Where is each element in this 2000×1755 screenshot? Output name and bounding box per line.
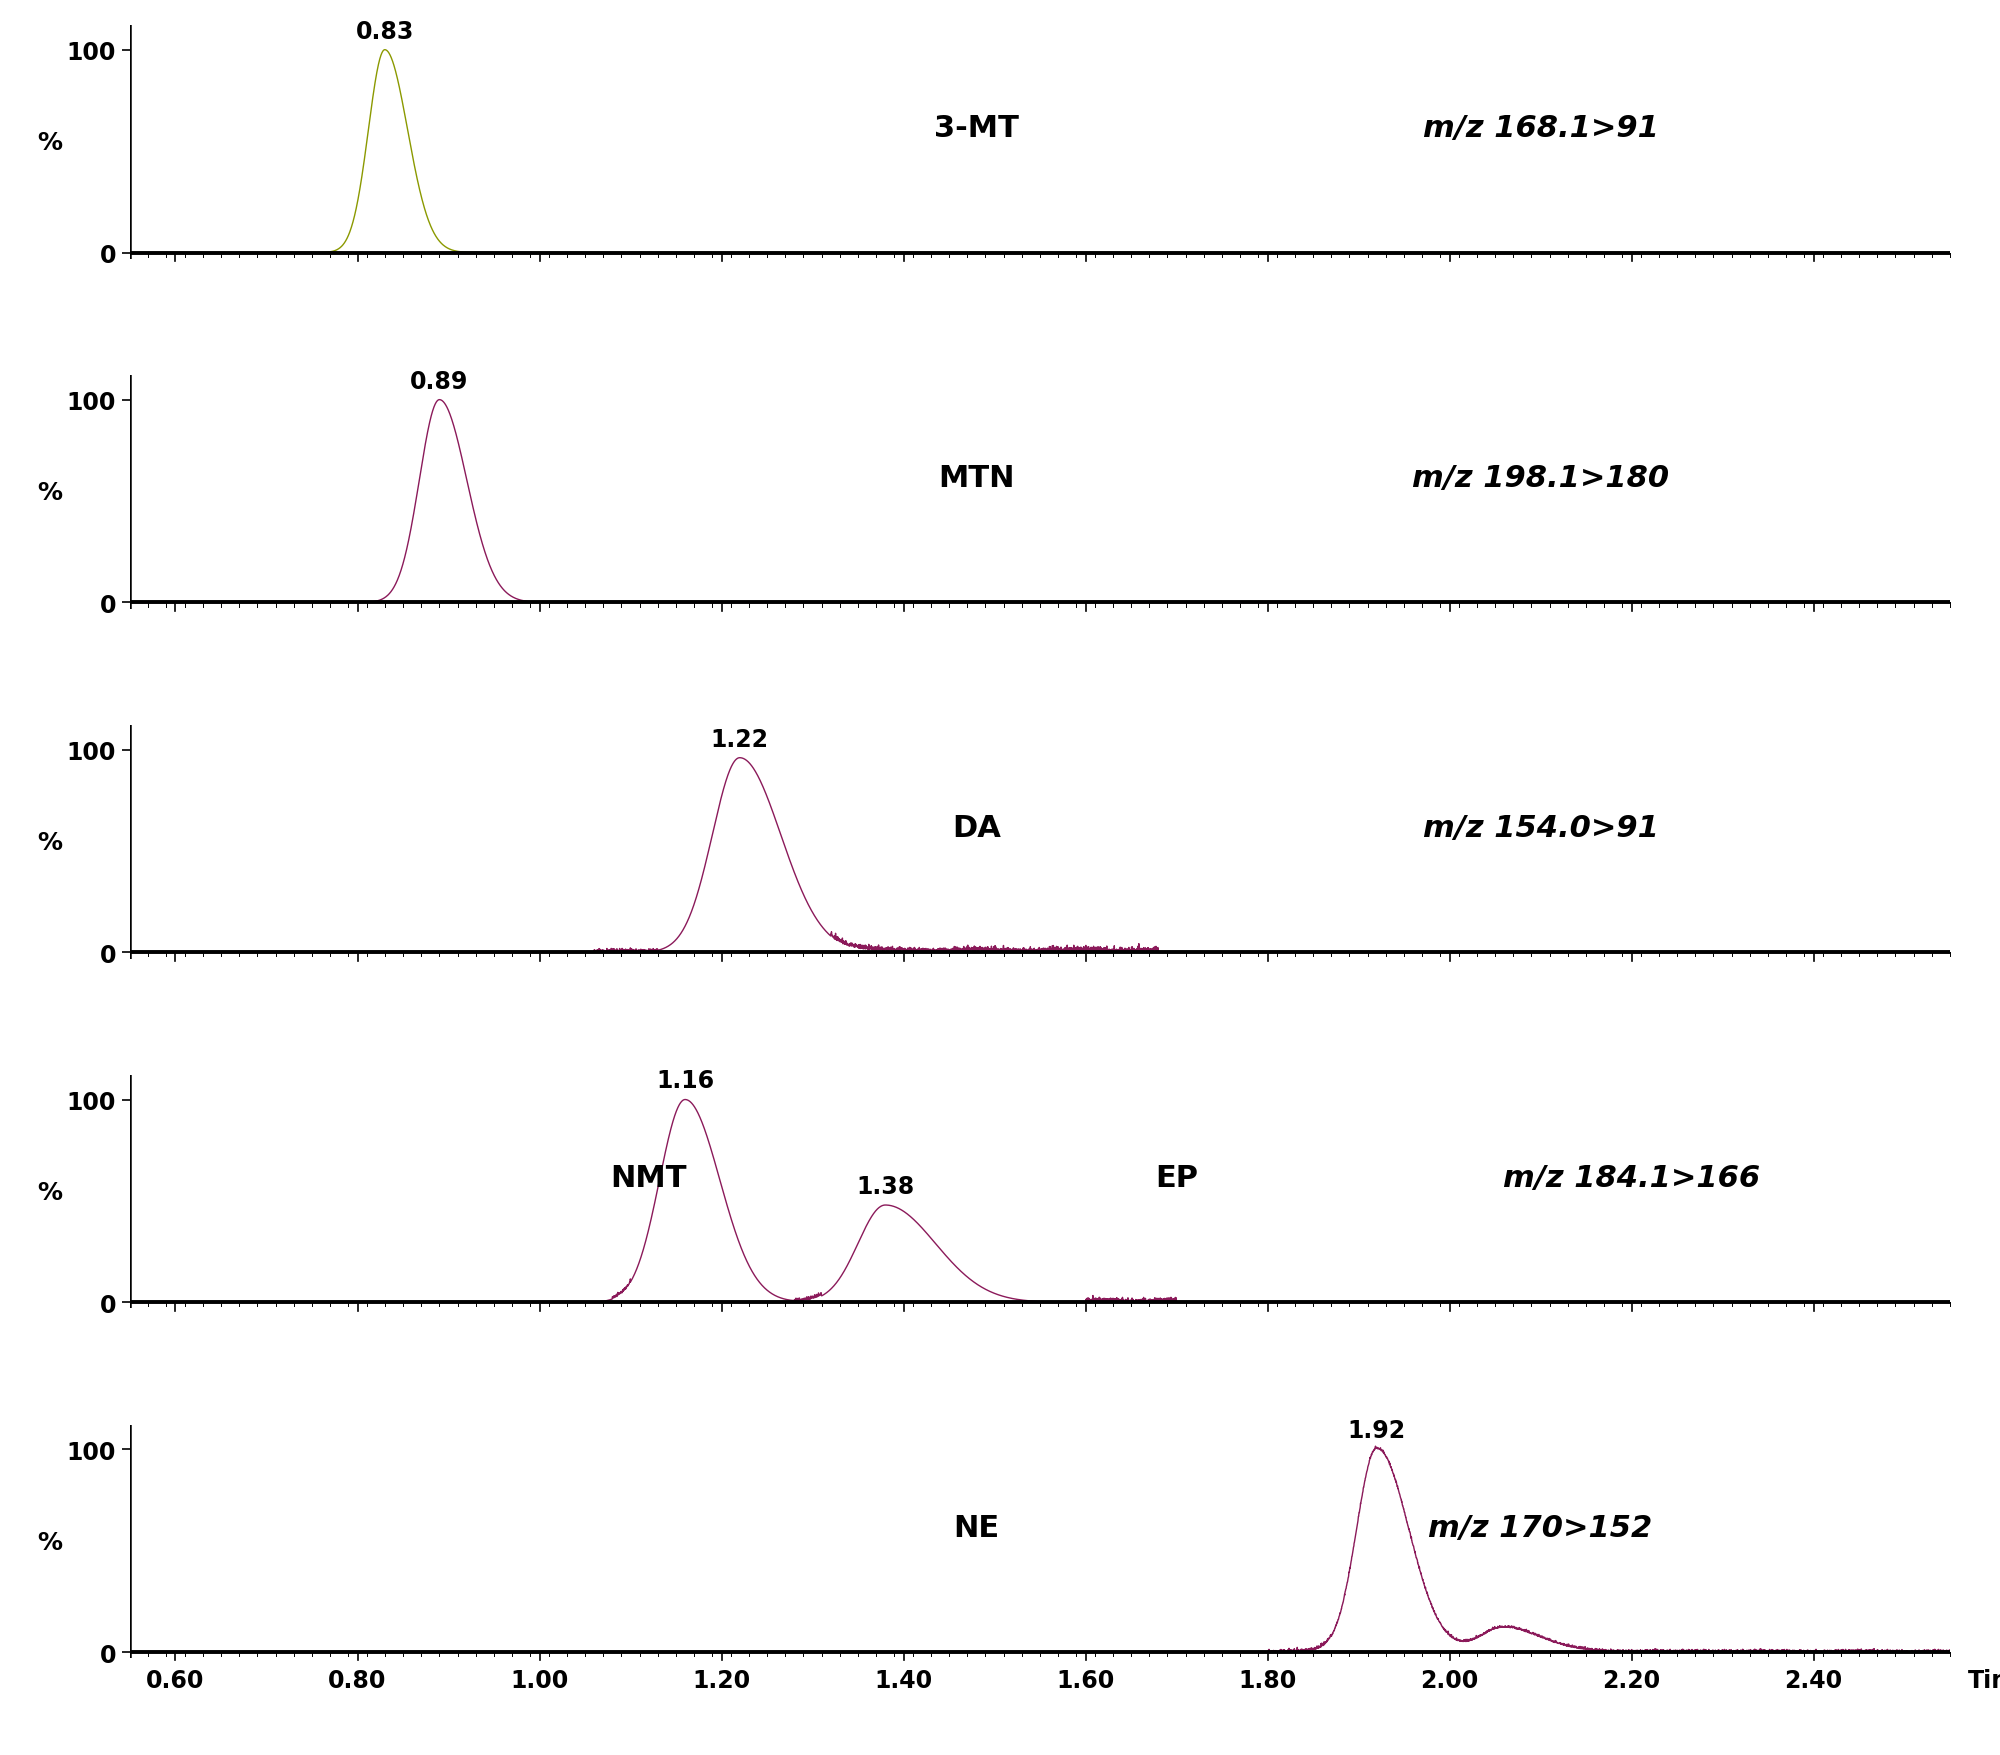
Text: 1.38: 1.38 — [856, 1174, 914, 1199]
Text: 1.22: 1.22 — [710, 727, 768, 751]
Y-axis label: %: % — [38, 1530, 62, 1553]
Y-axis label: %: % — [38, 1179, 62, 1204]
Text: m/z 184.1>166: m/z 184.1>166 — [1502, 1164, 1760, 1193]
Y-axis label: %: % — [38, 481, 62, 505]
Text: 1.80: 1.80 — [1238, 1667, 1296, 1692]
Text: 1.20: 1.20 — [692, 1667, 750, 1692]
Text: DA: DA — [952, 814, 1000, 842]
Text: NE: NE — [954, 1513, 1000, 1543]
Text: 0.60: 0.60 — [146, 1667, 204, 1692]
Text: 2.20: 2.20 — [1602, 1667, 1660, 1692]
Text: EP: EP — [1154, 1164, 1198, 1193]
Y-axis label: %: % — [38, 830, 62, 855]
Text: 2.40: 2.40 — [1784, 1667, 1842, 1692]
Text: m/z 198.1>180: m/z 198.1>180 — [1412, 463, 1670, 493]
Text: 0.80: 0.80 — [328, 1667, 386, 1692]
Text: 1.60: 1.60 — [1056, 1667, 1114, 1692]
Text: Time: Time — [1968, 1667, 2000, 1692]
Text: 0.83: 0.83 — [356, 19, 414, 44]
Text: 3-MT: 3-MT — [934, 114, 1018, 144]
Text: 1.92: 1.92 — [1348, 1418, 1406, 1443]
Text: 1.40: 1.40 — [874, 1667, 932, 1692]
Text: m/z 154.0>91: m/z 154.0>91 — [1422, 814, 1658, 842]
Text: 0.89: 0.89 — [410, 369, 468, 393]
Text: 2.00: 2.00 — [1420, 1667, 1478, 1692]
Text: m/z 170>152: m/z 170>152 — [1428, 1513, 1652, 1543]
Text: 1.16: 1.16 — [656, 1069, 714, 1093]
Text: 1.00: 1.00 — [510, 1667, 568, 1692]
Text: MTN: MTN — [938, 463, 1014, 493]
Text: NMT: NMT — [610, 1164, 686, 1193]
Y-axis label: %: % — [38, 132, 62, 154]
Text: m/z 168.1>91: m/z 168.1>91 — [1422, 114, 1658, 144]
